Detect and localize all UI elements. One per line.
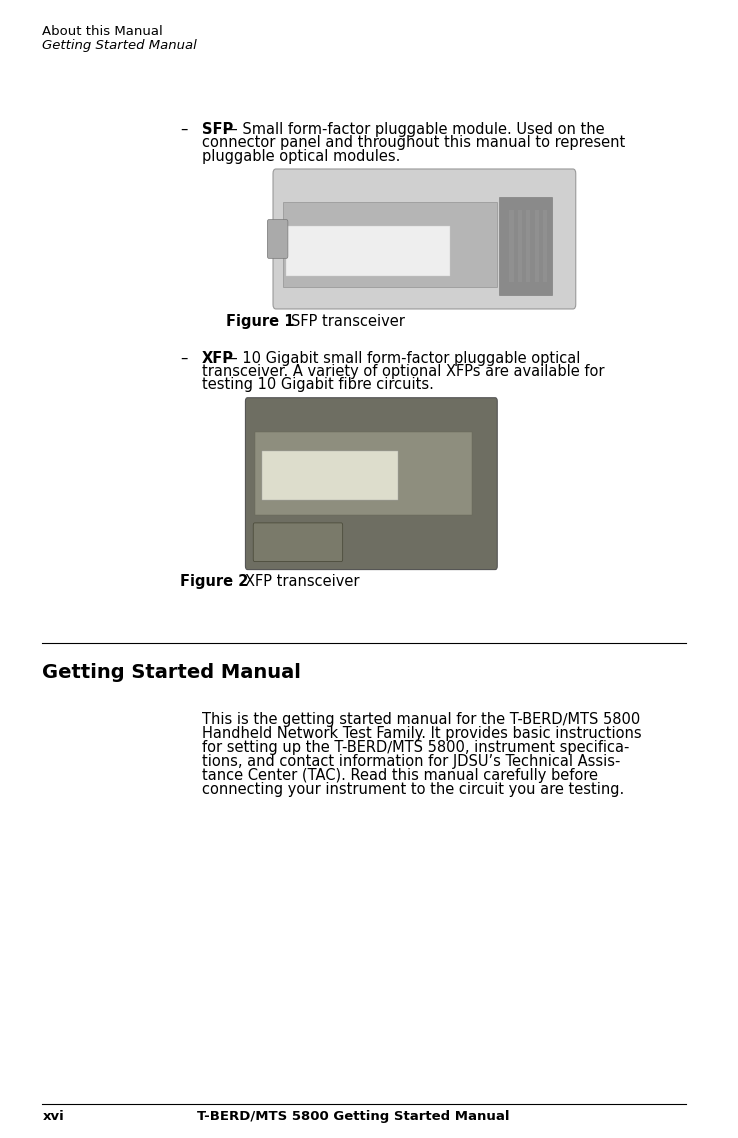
- FancyBboxPatch shape: [267, 220, 288, 258]
- Bar: [526, 209, 531, 282]
- Text: XFP transceiver: XFP transceiver: [246, 574, 360, 588]
- Text: Handheld Network Test Family. It provides basic instructions: Handheld Network Test Family. It provide…: [201, 726, 641, 741]
- FancyBboxPatch shape: [253, 523, 342, 562]
- Ellipse shape: [264, 530, 287, 556]
- Text: Figure 2: Figure 2: [180, 574, 249, 588]
- Text: SFP: SFP: [201, 122, 232, 137]
- Bar: [286, 226, 450, 275]
- Text: — 10 Gigabit small form-factor pluggable optical: — 10 Gigabit small form-factor pluggable…: [223, 351, 580, 365]
- Text: transceiver. A variety of optional XFPs are available for: transceiver. A variety of optional XFPs …: [201, 364, 604, 379]
- Text: for setting up the T-BERD∕MTS 5800, instrument specifica-: for setting up the T-BERD∕MTS 5800, inst…: [201, 740, 629, 756]
- Text: –: –: [180, 351, 187, 365]
- Bar: [535, 209, 539, 282]
- Text: Getting Started Manual: Getting Started Manual: [43, 39, 197, 51]
- Bar: [509, 209, 514, 282]
- Bar: [518, 209, 522, 282]
- Text: SFP transceiver: SFP transceiver: [292, 314, 405, 329]
- Text: Getting Started Manual: Getting Started Manual: [43, 663, 301, 683]
- FancyBboxPatch shape: [273, 168, 576, 310]
- Text: — Small form-factor pluggable module. Used on the: — Small form-factor pluggable module. Us…: [223, 122, 604, 137]
- Bar: [283, 203, 497, 287]
- Bar: [543, 209, 548, 282]
- Text: About this Manual: About this Manual: [43, 25, 163, 38]
- Text: tions, and contact information for JDSU’s Technical Assis-: tions, and contact information for JDSU’…: [201, 754, 620, 769]
- Text: xvi: xvi: [43, 1110, 64, 1122]
- Text: Figure 1: Figure 1: [227, 314, 295, 329]
- Bar: [262, 451, 398, 501]
- Text: pluggable optical modules.: pluggable optical modules.: [201, 149, 400, 164]
- FancyBboxPatch shape: [246, 398, 497, 570]
- Text: testing 10 Gigabit fibre circuits.: testing 10 Gigabit fibre circuits.: [201, 378, 433, 393]
- Text: connector panel and throughout this manual to represent: connector panel and throughout this manu…: [201, 135, 625, 150]
- Bar: [255, 432, 472, 516]
- Text: XFP: XFP: [201, 351, 234, 365]
- Text: connecting your instrument to the circuit you are testing.: connecting your instrument to the circui…: [201, 782, 624, 797]
- Text: tance Center (TAC). Read this manual carefully before: tance Center (TAC). Read this manual car…: [201, 768, 598, 783]
- Ellipse shape: [303, 530, 326, 556]
- Text: This is the getting started manual for the T-BERD∕MTS 5800: This is the getting started manual for t…: [201, 712, 640, 727]
- Bar: [499, 197, 552, 295]
- Text: –: –: [180, 122, 187, 137]
- Text: T-BERD/MTS 5800 Getting Started Manual: T-BERD/MTS 5800 Getting Started Manual: [197, 1110, 510, 1122]
